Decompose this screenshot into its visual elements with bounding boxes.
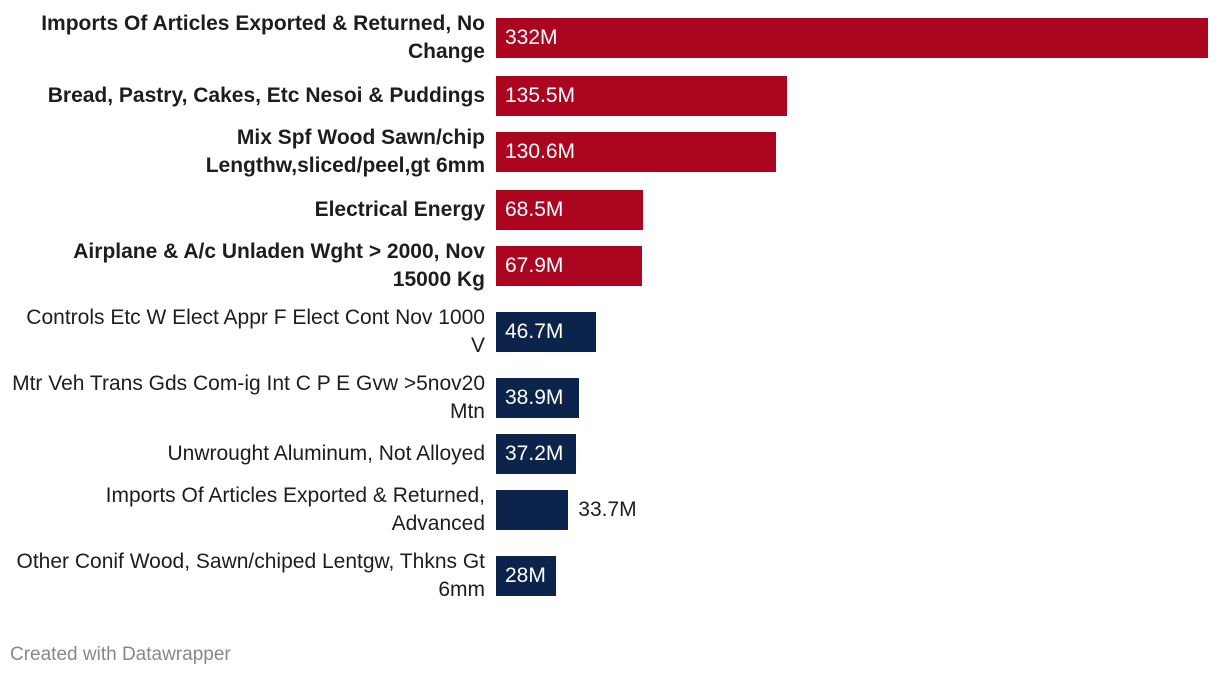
value-label: 37.2M (505, 442, 564, 465)
category-label: Unwrought Aluminum, Not Alloyed (167, 442, 486, 465)
bar (496, 378, 580, 418)
bar (496, 312, 597, 352)
category-label: Electrical Energy (314, 198, 485, 221)
category-label: Other Conif Wood, Sawn/chiped Lentgw, Th… (16, 550, 485, 601)
bar (496, 556, 557, 596)
value-label: 33.7M (578, 498, 637, 521)
category-label: Bread, Pastry, Cakes, Etc Nesoi & Puddin… (47, 84, 485, 107)
category-label: Imports Of Articles Exported & Returned,… (41, 12, 485, 63)
value-label: 332M (505, 26, 558, 49)
value-label: 130.6M (505, 140, 576, 163)
value-label: 46.7M (505, 320, 564, 343)
value-label: 28M (505, 564, 546, 587)
category-label: Controls Etc W Elect Appr F Elect Cont N… (26, 306, 485, 357)
bar (496, 76, 787, 116)
bar (496, 190, 643, 230)
category-label: Mix Spf Wood Sawn/chip Lengthw,sliced/pe… (205, 126, 485, 177)
bar (496, 132, 777, 172)
bar (496, 490, 569, 530)
category-label: Airplane & A/c Unladen Wght > 2000, Nov … (73, 240, 485, 291)
credit: Created with Datawrapper (10, 644, 231, 665)
value-label: 38.9M (505, 386, 564, 409)
value-label: 135.5M (505, 84, 576, 107)
value-label: 67.9M (505, 254, 564, 277)
category-label: Imports Of Articles Exported & Returned,… (105, 484, 485, 535)
value-label: 68.5M (505, 198, 564, 221)
bar (496, 434, 576, 474)
bar (496, 246, 642, 286)
category-label: Mtr Veh Trans Gds Com-ig Int C P E Gvw >… (12, 372, 485, 423)
bar (496, 18, 1208, 58)
